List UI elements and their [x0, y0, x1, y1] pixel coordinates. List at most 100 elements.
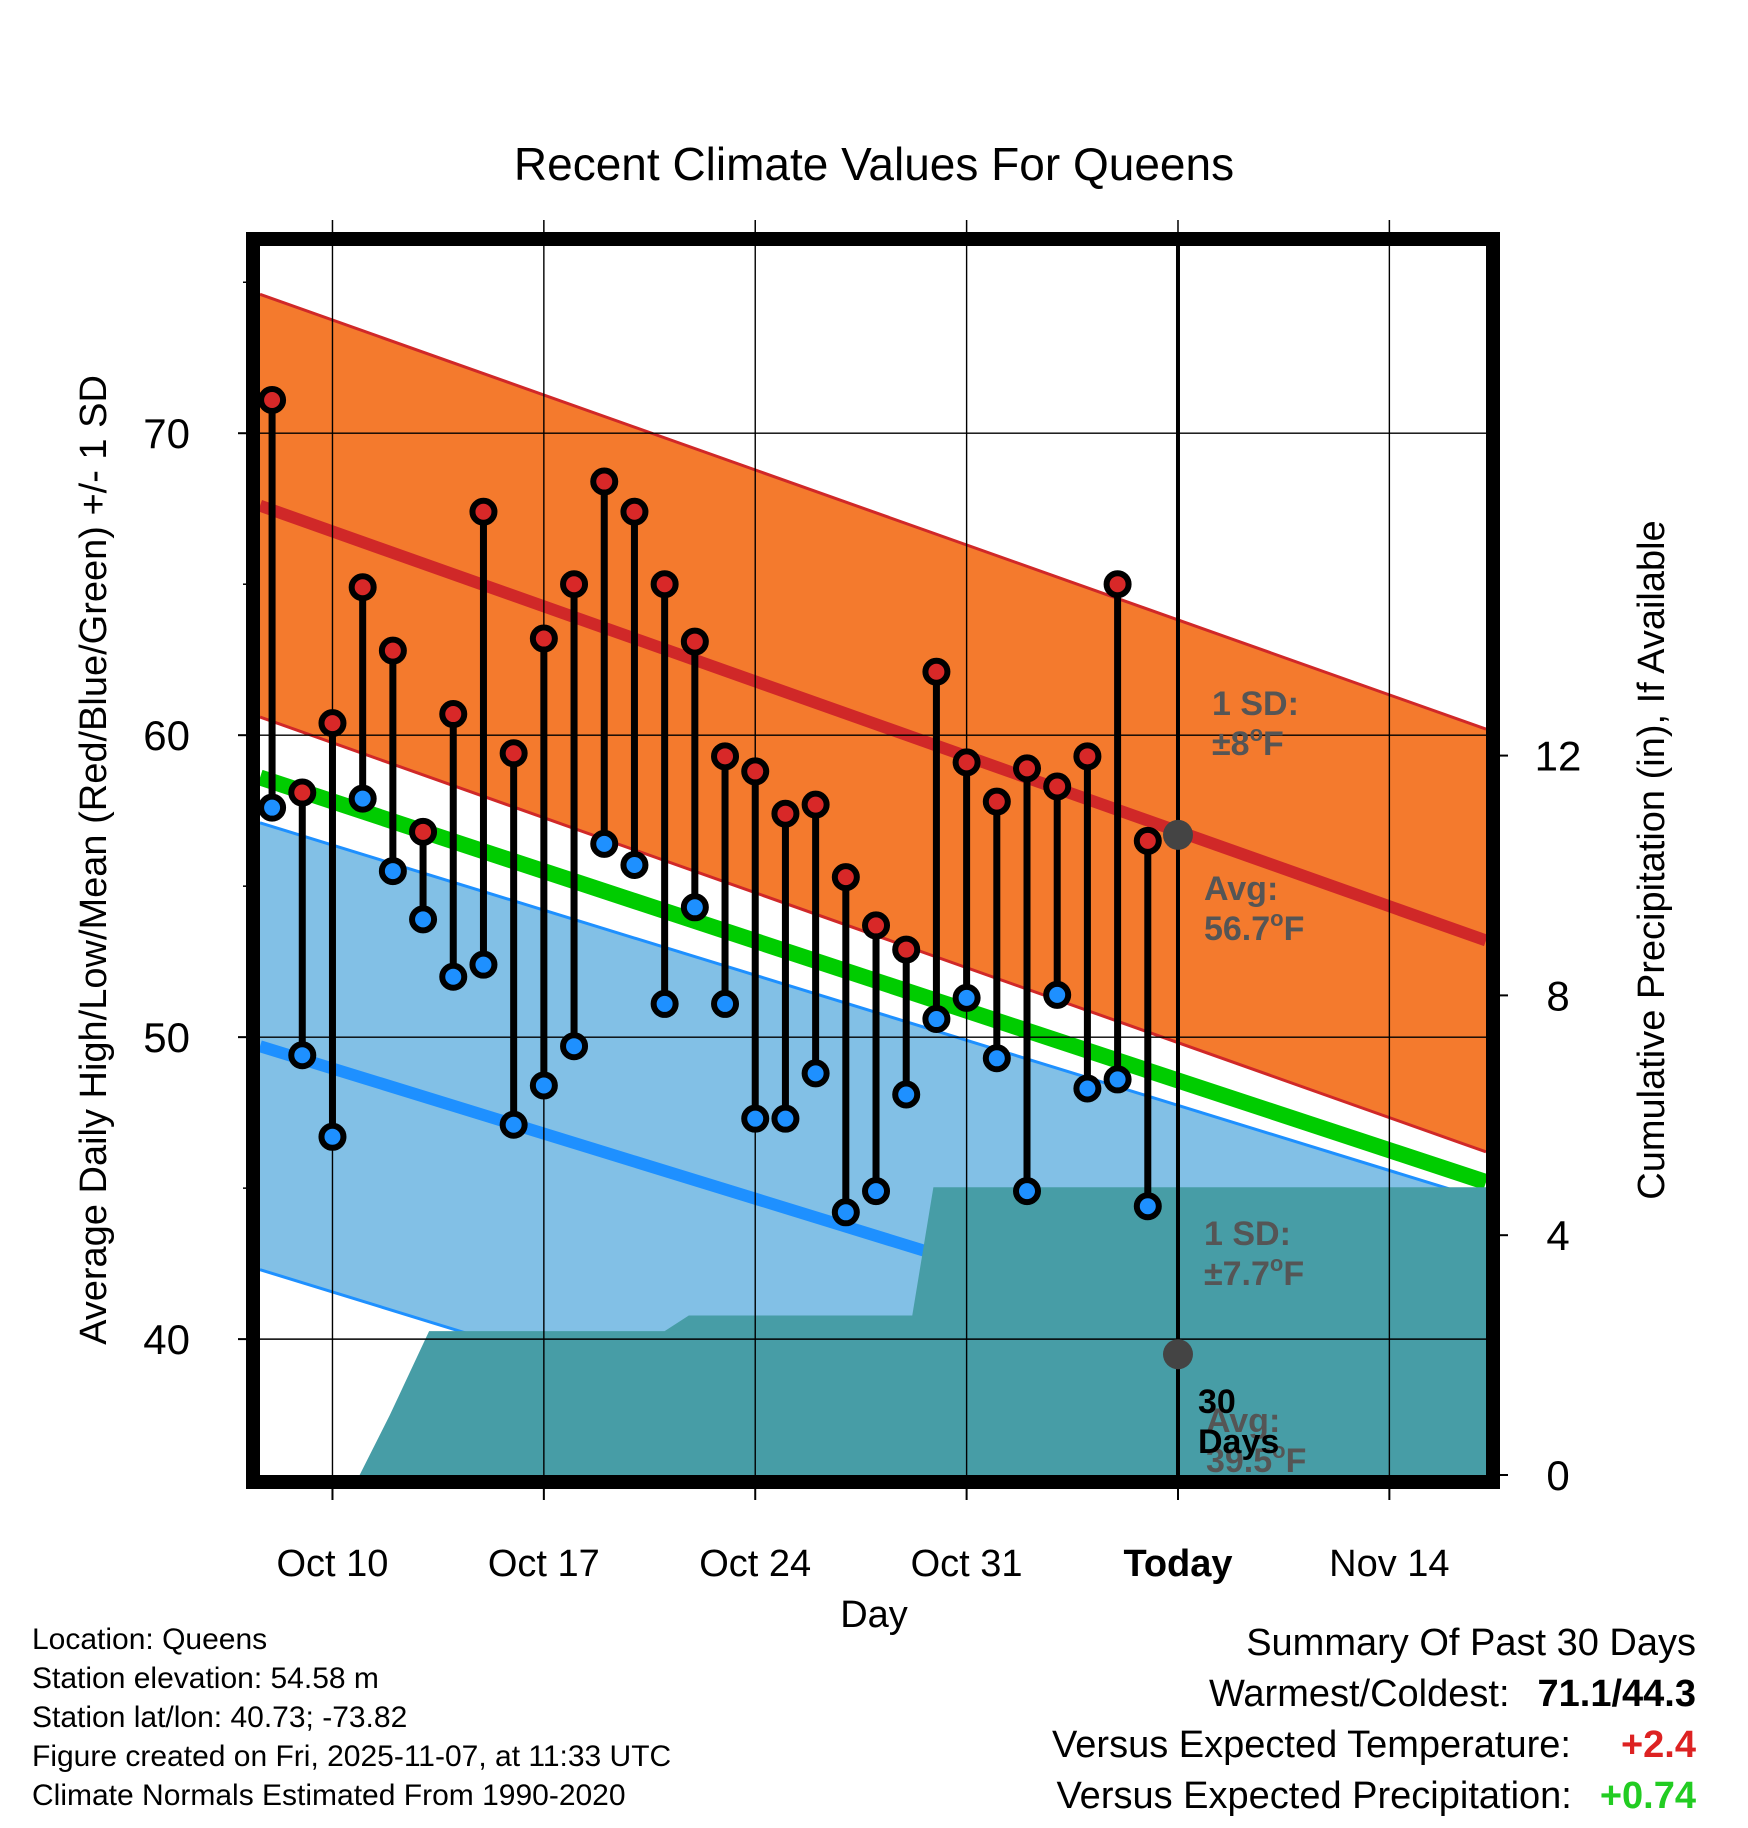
daily-low-point: [409, 905, 438, 934]
info-elevation: Station elevation: 54.58 m: [32, 1662, 379, 1695]
daily-low-point: [348, 784, 377, 813]
daily-high-point: [1133, 826, 1162, 855]
y-right-tick-label: 12: [1535, 733, 1582, 780]
daily-high-point: [529, 624, 558, 653]
low-sd-annotation: 1 SD: ±7.7oF: [1204, 1215, 1304, 1293]
daily-low-point: [680, 893, 709, 922]
y-left-tick-label: 50: [143, 1014, 190, 1061]
daily-high-point: [680, 627, 709, 656]
precipitation-anomaly-value: +0.74: [1599, 1775, 1696, 1817]
daily-low-point: [469, 950, 498, 979]
low-avg-marker: [1162, 1339, 1193, 1370]
precipitation-area: [296, 1187, 1486, 1475]
y-right-tick-label: 8: [1546, 972, 1569, 1019]
daily-high-point: [348, 573, 377, 602]
daily-high-point: [318, 709, 347, 738]
daily-high-point: [1103, 570, 1132, 599]
daily-high-point: [862, 911, 891, 940]
daily-high-point: [409, 817, 438, 846]
info-created: Figure created on Fri, 2025-11-07, at 11…: [32, 1740, 672, 1773]
daily-high-point: [711, 742, 740, 771]
high-sd-annotation: 1 SD: ±8oF: [1212, 685, 1299, 763]
daily-low-point: [1013, 1177, 1042, 1206]
chart-title: Recent Climate Values For Queens: [514, 138, 1234, 190]
daily-low-point: [288, 1041, 317, 1070]
summary-title: Summary Of Past 30 Days: [1246, 1622, 1696, 1664]
daily-low-point: [650, 989, 679, 1018]
precip-days-label: 30 Days: [1198, 1383, 1279, 1461]
daily-low-point: [982, 1044, 1011, 1073]
daily-high-point: [1013, 754, 1042, 783]
daily-high-point: [288, 778, 317, 807]
summary-precipitation: Versus Expected Precipitation: +0.74: [1052, 1771, 1696, 1822]
daily-high-point: [982, 787, 1011, 816]
summary-panel: Summary Of Past 30 Days Warmest/Coldest:…: [1052, 1618, 1696, 1822]
y-left-tick-label: 40: [143, 1316, 190, 1363]
daily-high-point: [590, 467, 619, 496]
daily-low-point: [862, 1177, 891, 1206]
y-axis-label-left: Average Daily High/Low/Mean (Red/Blue/Gr…: [73, 375, 115, 1345]
y-right-tick-label: 0: [1546, 1452, 1569, 1499]
high-band-upper-edge: [260, 292, 1486, 731]
x-tick-label: Oct 31: [911, 1543, 1023, 1585]
info-latlon: Station lat/lon: 40.73; -73.82: [32, 1701, 408, 1734]
daily-low-point: [1073, 1074, 1102, 1103]
daily-low-point: [378, 857, 407, 886]
daily-high-point: [831, 863, 860, 892]
daily-high-point: [801, 790, 830, 819]
daily-low-point: [499, 1110, 528, 1139]
daily-low-point: [258, 793, 287, 822]
daily-high-low-series: [258, 386, 1162, 1227]
info-location: Location: Queens: [32, 1623, 268, 1656]
temperature-anomaly-value: +2.4: [1620, 1724, 1696, 1766]
summary-temperature: Versus Expected Temperature: +2.4: [1052, 1720, 1696, 1771]
summary-warmest-coldest: Warmest/Coldest: 71.1/44.3: [1052, 1669, 1696, 1720]
low-avg-annotation: Avg: 39.5oF: [1206, 1402, 1306, 1480]
x-tick-label: Oct 24: [699, 1543, 811, 1585]
x-tick-label: Oct 10: [276, 1543, 388, 1585]
x-tick-label: Oct 17: [488, 1543, 600, 1585]
daily-high-point: [650, 570, 679, 599]
plot-frame: [246, 232, 1500, 1489]
warmest-coldest-label: Warmest/Coldest:: [1208, 1673, 1510, 1715]
daily-high-point: [771, 799, 800, 828]
y-right-tick-label: 4: [1546, 1212, 1569, 1259]
daily-high-point: [1073, 742, 1102, 771]
x-tick-label: Nov 14: [1329, 1543, 1449, 1585]
daily-low-point: [620, 851, 649, 880]
temperature-label: Versus Expected Temperature:: [1052, 1724, 1571, 1766]
daily-low-point: [590, 829, 619, 858]
daily-low-point: [741, 1104, 770, 1133]
daily-high-point: [741, 757, 770, 786]
high-avg-annotation: Avg: 56.7oF: [1204, 870, 1304, 948]
high-avg-marker: [1162, 819, 1193, 850]
daily-high-point: [1043, 772, 1072, 801]
x-tick-label: Today: [1123, 1543, 1232, 1585]
daily-high-point: [258, 386, 287, 415]
daily-high-point: [560, 570, 589, 599]
y-axis-label-right: Cumulative Precipitation (in), If Availa…: [1631, 520, 1673, 1199]
precipitation-label: Versus Expected Precipitation:: [1056, 1775, 1572, 1817]
daily-high-point: [439, 700, 468, 729]
daily-high-point: [952, 748, 981, 777]
daily-low-point: [892, 1080, 921, 1109]
daily-high-point: [922, 657, 951, 686]
station-info: Location: Queens Station elevation: 54.5…: [32, 1620, 671, 1815]
daily-high-point: [499, 739, 528, 768]
info-normals: Climate Normals Estimated From 1990-2020: [32, 1779, 626, 1812]
daily-low-point: [1043, 980, 1072, 1009]
y-left-tick-label: 70: [143, 410, 190, 457]
daily-low-point: [831, 1198, 860, 1227]
daily-low-point: [771, 1104, 800, 1133]
x-axis-label: Day: [840, 1594, 908, 1636]
daily-high-point: [620, 497, 649, 526]
daily-high-point: [469, 497, 498, 526]
daily-low-point: [560, 1032, 589, 1061]
daily-low-point: [1103, 1065, 1132, 1094]
y-left-tick-label: 60: [143, 712, 190, 759]
daily-low-point: [801, 1059, 830, 1088]
daily-high-point: [378, 636, 407, 665]
normal-high-line: [260, 500, 1486, 947]
daily-low-point: [922, 1005, 951, 1034]
